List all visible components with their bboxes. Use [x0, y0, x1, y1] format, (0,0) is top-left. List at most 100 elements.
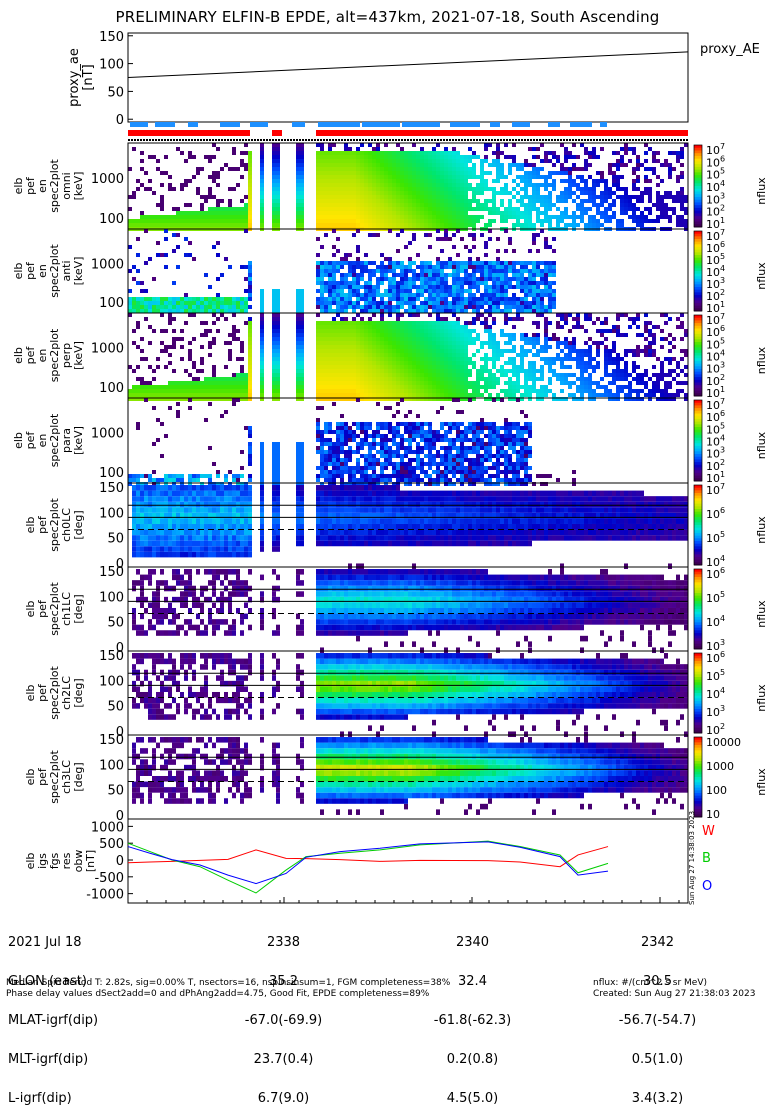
status-dot — [224, 139, 226, 141]
spectrogram-cell — [664, 313, 668, 317]
spectrogram-cell — [224, 215, 228, 219]
spectrogram-cell — [512, 317, 516, 321]
spectrogram-cell — [248, 175, 252, 179]
spectrogram-cell — [164, 305, 168, 309]
spectrogram-cell — [164, 171, 168, 175]
spectrogram-cell — [136, 179, 140, 183]
spectrogram-cell — [204, 321, 208, 325]
spectrogram-cell — [372, 195, 376, 199]
spectrogram-cell — [324, 345, 328, 349]
spectrogram-cell — [152, 223, 156, 227]
spectrogram-cell — [188, 253, 192, 257]
spectrogram-cell — [236, 305, 240, 309]
status-dot — [683, 139, 685, 141]
spectrogram-cell — [248, 317, 252, 321]
spectrogram-cell — [540, 203, 544, 207]
spectrogram-cell — [320, 345, 324, 349]
spectrogram-cell — [248, 277, 252, 281]
spectrogram-cell — [412, 337, 416, 341]
spectrogram-cell — [436, 349, 440, 353]
spectrogram-cell — [340, 171, 344, 175]
spectrogram-cell — [480, 163, 484, 167]
spectrogram-cell — [396, 265, 400, 269]
spectrogram-cell — [516, 385, 520, 389]
spectrogram-cell — [344, 215, 348, 219]
spectrogram-cell — [620, 389, 624, 393]
spectrogram-cell — [548, 337, 552, 341]
spectrogram-cell — [348, 261, 352, 265]
spectrogram-cell — [136, 426, 140, 430]
spectrogram-cell — [168, 474, 172, 478]
spectrogram-cell — [656, 215, 660, 219]
spectrogram-cell — [132, 277, 136, 281]
spectrogram-cell — [224, 305, 228, 309]
spectrogram-cell — [228, 167, 232, 171]
spectrogram-cell — [336, 385, 340, 389]
spectrogram-cell — [352, 365, 356, 369]
spectrogram-cell — [428, 273, 432, 277]
spectrogram-cell — [392, 265, 396, 269]
spectrogram-cell — [660, 215, 664, 219]
spectrogram-cell — [452, 269, 456, 273]
spectrogram-cell — [448, 321, 452, 325]
spectrogram-cell — [352, 325, 356, 329]
spectrogram-cell — [144, 187, 148, 191]
spectrogram-cell — [540, 365, 544, 369]
spectrogram-cell — [340, 345, 344, 349]
spectrogram-cell — [604, 345, 608, 349]
spectrogram-cell — [324, 163, 328, 167]
spectrogram-cell — [336, 341, 340, 345]
spectrogram-cell — [396, 143, 400, 147]
spectrogram-cell — [404, 171, 408, 175]
spectrogram-cell — [236, 301, 240, 305]
spectrogram-cell — [404, 293, 408, 297]
spectrogram-cell — [320, 219, 324, 223]
spectrogram-cell — [180, 301, 184, 305]
spectrogram-cell — [620, 333, 624, 337]
spectrogram-cell — [600, 215, 604, 219]
spectrogram-cell — [184, 297, 188, 301]
spectrogram-cell — [260, 211, 264, 215]
spectrogram-cell — [624, 353, 628, 357]
spectrogram-cell — [560, 179, 564, 183]
spectrogram-cell — [364, 179, 368, 183]
spectrogram-cell — [248, 458, 252, 462]
spectrogram-cell — [452, 219, 456, 223]
spectrogram-cell — [484, 309, 488, 313]
spectrogram-cell — [188, 179, 192, 183]
spectrogram-cell — [440, 349, 444, 353]
spectrogram-cell — [456, 211, 460, 215]
spectrogram-cell — [416, 265, 420, 269]
spectrogram-cell — [168, 353, 172, 357]
spectrogram-cell — [628, 195, 632, 199]
spectrogram-cell — [592, 155, 596, 159]
spectrogram-cell — [588, 187, 592, 191]
spectrogram-cell — [368, 301, 372, 305]
spectrogram-cell — [316, 345, 320, 349]
spectrogram-cell — [344, 273, 348, 277]
status-dot — [221, 139, 223, 141]
spectrogram-cell — [228, 357, 232, 361]
spectrogram-cell — [220, 199, 224, 203]
spectrogram-cell — [640, 381, 644, 385]
spectrogram-cell — [272, 361, 276, 365]
spectrogram-cell — [316, 159, 320, 163]
spectrogram-cell — [260, 293, 264, 297]
status-dot — [509, 139, 511, 141]
status-segment-blue — [188, 122, 198, 127]
spectrogram-cell — [212, 389, 216, 393]
spectrogram-cell — [200, 474, 204, 478]
spectrogram-cell — [152, 377, 156, 381]
spectrogram-cell — [468, 341, 472, 345]
spectrogram-cell — [464, 215, 468, 219]
spectrogram-cell — [408, 261, 412, 265]
spectrogram-cell — [196, 171, 200, 175]
spectrogram-cell — [340, 163, 344, 167]
spectrogram-cell — [568, 195, 572, 199]
spectrogram-cell — [484, 361, 488, 365]
spectrogram-cell — [420, 385, 424, 389]
spectrogram-cell — [524, 281, 528, 285]
spectrogram-cell — [152, 305, 156, 309]
spectrogram-cell — [488, 277, 492, 281]
spectrogram-cell — [436, 171, 440, 175]
